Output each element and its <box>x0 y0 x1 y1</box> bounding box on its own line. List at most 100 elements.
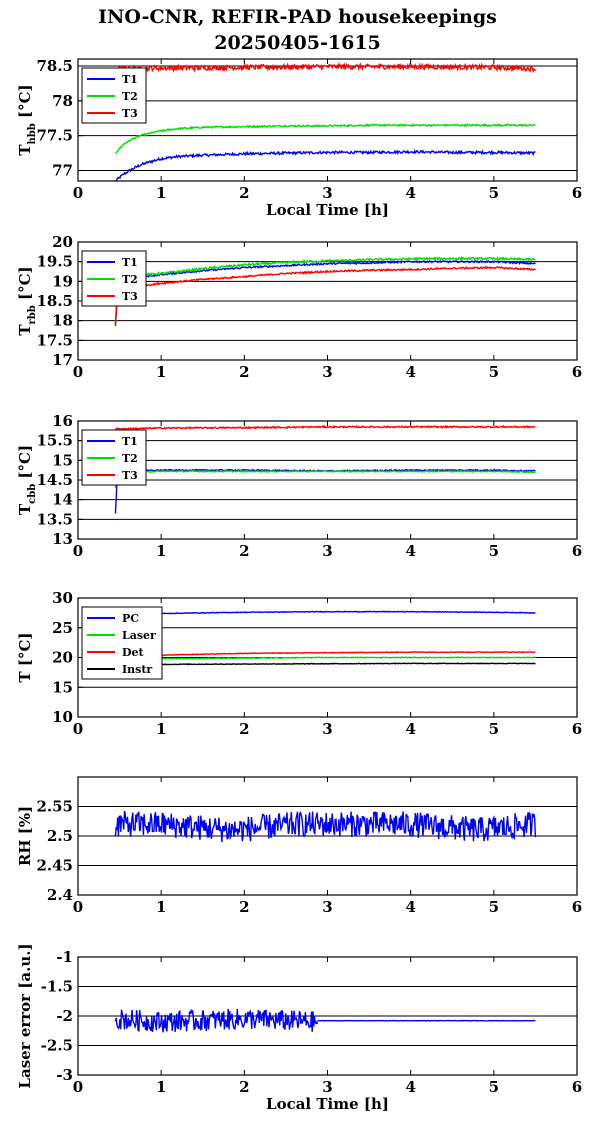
y-tick-label: 17 <box>52 351 73 369</box>
series-line-t1 <box>114 259 536 327</box>
y-tick-label: 2.45 <box>36 857 73 875</box>
x-tick-label: 5 <box>489 542 499 560</box>
y-axis-label-main: Laser error [a.u.] <box>16 943 34 1088</box>
y-axis-label: Laser error [a.u.] <box>16 943 34 1088</box>
x-tick-label: 5 <box>489 720 499 738</box>
chart-panel-6: 0 1 2 3 4 5 6 -3 -2.5 -2 -1.5 -1 Laser error [a.u.] L… <box>16 943 582 1113</box>
y-axis-label-unit: [°C] <box>16 84 34 123</box>
legend-label-t2: T2 <box>122 90 138 103</box>
legend-label-t2: T2 <box>122 273 138 286</box>
legend: T1 T2 T3 <box>81 67 147 124</box>
x-tick-label: 1 <box>156 184 166 202</box>
x-tick-label: 6 <box>572 1078 582 1096</box>
title-line-1: INO-CNR, REFIR-PAD housekeepings <box>98 6 497 28</box>
legend-label-t1: T1 <box>122 256 138 269</box>
y-tick-label: 13 <box>52 530 73 548</box>
series-line-1 <box>114 1008 319 1033</box>
y-tick-label: 2.55 <box>36 798 73 816</box>
y-tick-label: 17.5 <box>36 331 73 349</box>
legend-label-t3: T3 <box>122 290 138 303</box>
x-tick-label: 4 <box>405 542 415 560</box>
y-tick-label: 18 <box>52 312 73 330</box>
legend-label-t3: T3 <box>122 469 138 482</box>
x-tick-label: 5 <box>489 363 499 381</box>
series-line-t2 <box>114 469 536 489</box>
y-axis-label-sub: rbb <box>27 305 38 324</box>
x-tick-label: 0 <box>73 898 83 916</box>
y-tick-label: -3 <box>56 1066 73 1084</box>
y-axis-label-unit: [°C] <box>16 445 34 484</box>
y-tick-label: 19.5 <box>36 253 73 271</box>
x-tick-label: 1 <box>156 542 166 560</box>
y-axis-label: Thbb [°C] <box>16 84 38 155</box>
y-tick-label: 18.5 <box>36 292 73 310</box>
x-tick-label: 6 <box>572 542 582 560</box>
chart-panel-1: 0 1 2 3 4 5 6 77 77.5 78 78.5 Thbb [°C] Local Time [… <box>16 57 582 219</box>
y-axis-label-unit: [°C] <box>16 266 34 305</box>
legend: T1 T2 T3 <box>81 429 147 486</box>
y-axis-label: RH [%] <box>16 806 34 866</box>
x-tick-label: 2 <box>239 542 249 560</box>
y-tick-label: -1.5 <box>41 978 73 996</box>
x-tick-label: 3 <box>322 720 332 738</box>
y-axis-label-sub: hbb <box>27 123 38 144</box>
y-tick-label: 78 <box>52 92 73 110</box>
series-line-pc <box>115 610 536 616</box>
y-axis-label-sub: cbb <box>27 484 38 504</box>
x-tick-label: 3 <box>322 363 332 381</box>
y-tick-label: 14 <box>52 491 73 509</box>
x-tick-label: 3 <box>322 1078 332 1096</box>
series-line-t3 <box>115 61 537 74</box>
y-tick-label: 13.5 <box>36 510 73 528</box>
legend-label-instr: Instr <box>122 663 152 676</box>
y-tick-label: 20 <box>52 649 73 667</box>
legend-label-t3: T3 <box>122 107 138 120</box>
x-tick-label: 1 <box>156 363 166 381</box>
y-tick-label: 2.5 <box>47 827 73 845</box>
y-axis-label: Trbb [°C] <box>16 266 38 335</box>
legend-label-laser: Laser <box>122 629 156 642</box>
x-tick-label: 2 <box>239 720 249 738</box>
x-tick-label: 2 <box>239 1078 249 1096</box>
y-tick-label: 14.5 <box>36 471 73 489</box>
series-line-laser <box>115 656 536 661</box>
series-line-det <box>115 651 536 658</box>
series-line-t2 <box>114 255 536 327</box>
x-tick-label: 4 <box>405 898 415 916</box>
y-tick-label: 77 <box>52 162 73 180</box>
x-tick-label: 6 <box>572 363 582 381</box>
legend-label-pc: PC <box>122 612 139 625</box>
x-tick-label: 3 <box>322 898 332 916</box>
legend: T1 T2 T3 <box>81 250 147 307</box>
series-line-t3 <box>115 424 536 431</box>
y-axis-label: T [°C] <box>16 632 34 682</box>
x-tick-label: 0 <box>73 720 83 738</box>
x-tick-label: 4 <box>405 1078 415 1096</box>
y-tick-label: 30 <box>52 589 73 607</box>
y-tick-label: 15.5 <box>36 432 73 450</box>
x-tick-label: 6 <box>572 720 582 738</box>
x-axis-label: Local Time [h] <box>266 201 389 219</box>
series-line-1 <box>114 810 537 843</box>
x-tick-label: 2 <box>239 184 249 202</box>
series-line-t1 <box>114 468 536 514</box>
y-tick-label: 15 <box>52 678 73 696</box>
y-tick-label: 15 <box>52 451 73 469</box>
legend-label-det: Det <box>122 646 145 659</box>
x-tick-label: 5 <box>489 184 499 202</box>
x-tick-label: 4 <box>405 184 415 202</box>
figure-title: INO-CNR, REFIR-PAD housekeepings 2025040… <box>0 4 595 56</box>
legend-label-t1: T1 <box>122 73 138 86</box>
legend-label-t2: T2 <box>122 452 138 465</box>
y-axis-label-main: T <box>16 324 34 336</box>
x-tick-label: 0 <box>73 542 83 560</box>
x-tick-label: 4 <box>405 363 415 381</box>
legend-label-t1: T1 <box>122 435 138 448</box>
y-tick-label: 16 <box>52 412 73 430</box>
y-tick-label: 77.5 <box>36 127 73 145</box>
chart-panel-4: 0 1 2 3 4 5 6 10 15 20 25 30 T [°C] PC Laser Det Instr <box>16 589 582 738</box>
y-tick-label: -2 <box>56 1007 73 1025</box>
y-tick-label: -2.5 <box>41 1037 73 1055</box>
